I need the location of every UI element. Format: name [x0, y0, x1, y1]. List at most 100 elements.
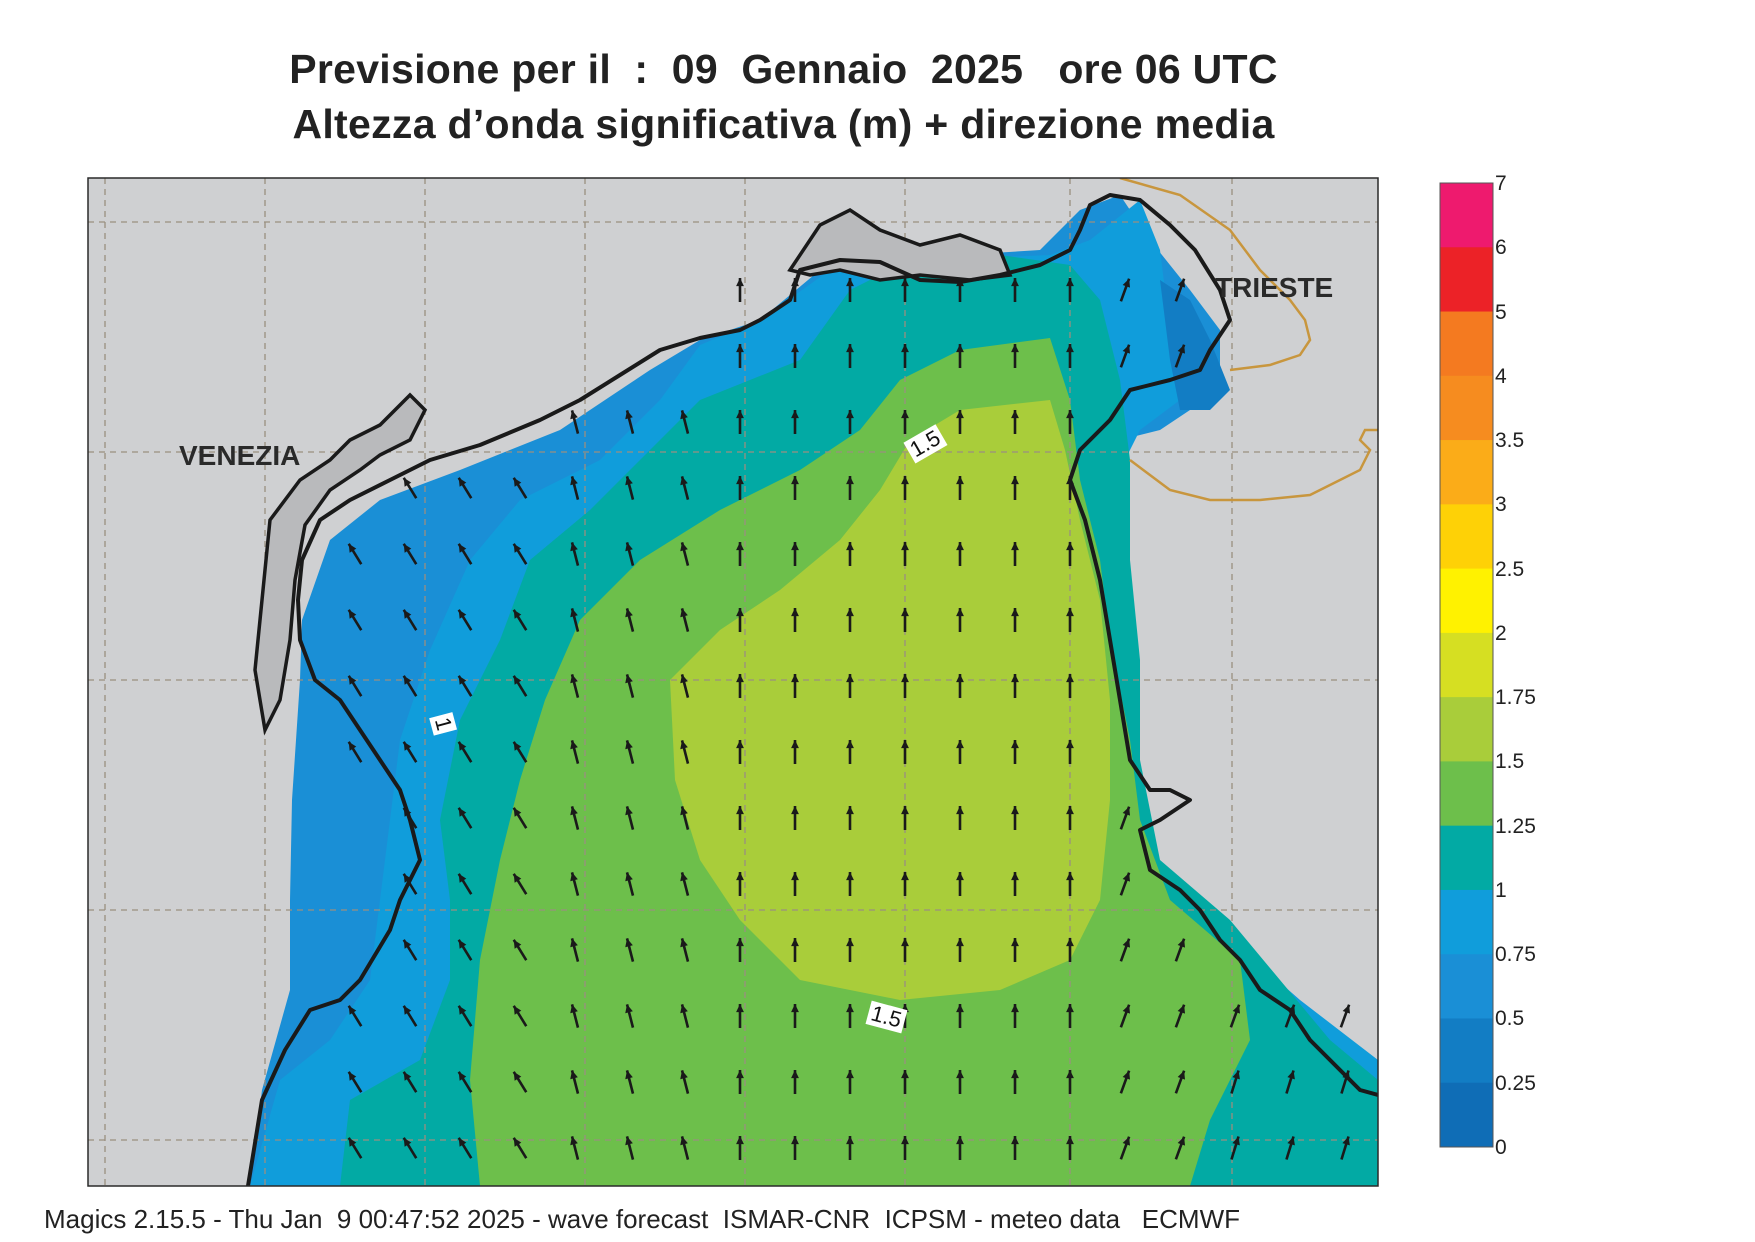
direction-arrow	[570, 740, 580, 764]
venice-lagoon	[253, 392, 428, 736]
direction-arrow	[402, 675, 418, 697]
direction-arrow	[791, 608, 799, 632]
grado-lagoon	[787, 207, 1013, 282]
direction-arrow	[1066, 1136, 1074, 1160]
direction-arrow	[736, 806, 744, 830]
direction-arrow	[1119, 344, 1131, 368]
direction-arrow	[1011, 344, 1019, 368]
direction-arrow	[625, 542, 635, 566]
direction-arrow	[846, 410, 854, 434]
legend-swatch	[1440, 568, 1493, 634]
direction-arrow	[901, 1070, 909, 1094]
direction-arrow	[846, 476, 854, 500]
direction-arrow	[1119, 872, 1131, 896]
direction-arrow	[901, 278, 909, 302]
direction-arrow	[736, 278, 744, 302]
direction-arrow	[846, 1136, 854, 1160]
direction-arrow	[956, 1004, 964, 1028]
direction-arrow	[1066, 476, 1074, 500]
direction-arrow	[901, 740, 909, 764]
venezia-label: VENEZIA	[179, 440, 301, 471]
direction-arrow	[1066, 542, 1074, 566]
legend-swatch	[1440, 825, 1493, 891]
direction-arrow	[791, 410, 799, 434]
direction-arrow	[680, 1136, 690, 1160]
direction-arrow	[1340, 1070, 1350, 1094]
direction-arrow	[512, 675, 528, 697]
direction-arrow	[956, 872, 964, 896]
direction-arrow	[402, 543, 418, 565]
direction-arrow	[901, 608, 909, 632]
direction-arrow	[956, 608, 964, 632]
direction-arrow	[736, 938, 744, 962]
direction-arrow	[791, 806, 799, 830]
direction-arrow	[956, 674, 964, 698]
direction-arrow	[1174, 1136, 1186, 1160]
direction-arrow	[457, 609, 473, 631]
direction-arrow	[846, 344, 854, 368]
direction-arrow	[1011, 608, 1019, 632]
direction-arrow	[625, 1136, 635, 1160]
direction-arrow	[791, 740, 799, 764]
direction-arrow	[901, 1136, 909, 1160]
direction-arrow	[347, 1071, 363, 1093]
direction-arrow	[956, 938, 964, 962]
legend-tick-label: 2	[1495, 621, 1507, 645]
wave-direction-arrows	[347, 278, 1351, 1160]
direction-arrow	[736, 410, 744, 434]
direction-arrow	[901, 410, 909, 434]
direction-arrow	[1011, 674, 1019, 698]
direction-arrow	[680, 1004, 690, 1028]
legend-swatch	[1440, 954, 1493, 1019]
direction-arrow	[347, 1005, 363, 1027]
direction-arrow	[402, 741, 418, 763]
direction-arrow	[1229, 1004, 1241, 1028]
direction-arrow	[680, 410, 690, 434]
direction-arrow	[402, 1071, 418, 1093]
direction-arrow	[1011, 476, 1019, 500]
direction-arrow	[846, 278, 854, 302]
legend-swatch	[1440, 375, 1493, 441]
direction-arrow	[402, 807, 418, 829]
direction-arrow	[1011, 1070, 1019, 1094]
direction-arrow	[791, 1070, 799, 1094]
legend-swatch	[1440, 440, 1493, 505]
direction-arrow	[791, 278, 799, 302]
direction-arrow	[625, 938, 635, 962]
direction-arrow	[402, 477, 418, 499]
coastline	[246, 193, 1378, 1186]
direction-arrow	[736, 1004, 744, 1028]
direction-arrow	[570, 410, 580, 434]
direction-arrow	[625, 410, 635, 434]
direction-arrow	[570, 1070, 580, 1094]
direction-arrow	[680, 806, 690, 830]
direction-arrow	[1340, 1136, 1350, 1160]
direction-arrow	[1339, 1004, 1351, 1028]
legend-tick-label: 0	[1495, 1136, 1507, 1159]
direction-arrow	[846, 740, 854, 764]
direction-arrow	[846, 674, 854, 698]
direction-arrow	[625, 476, 635, 500]
direction-arrow	[457, 1005, 473, 1027]
direction-arrow	[736, 872, 744, 896]
direction-arrow	[347, 543, 363, 565]
direction-arrow	[457, 873, 473, 895]
direction-arrow	[956, 1070, 964, 1094]
direction-arrow	[680, 1070, 690, 1094]
direction-arrow	[625, 1004, 635, 1028]
direction-arrow	[901, 806, 909, 830]
direction-arrow	[570, 674, 580, 698]
direction-arrow	[846, 938, 854, 962]
direction-arrow	[956, 344, 964, 368]
direction-arrow	[347, 1137, 363, 1159]
direction-arrow	[736, 608, 744, 632]
direction-arrow	[1011, 806, 1019, 830]
legend-swatch	[1440, 504, 1493, 570]
direction-arrow	[1011, 410, 1019, 434]
direction-arrow	[570, 872, 580, 896]
direction-arrow	[347, 609, 363, 631]
direction-arrow	[512, 609, 528, 631]
direction-arrow	[457, 675, 473, 697]
direction-arrow	[1119, 278, 1131, 302]
